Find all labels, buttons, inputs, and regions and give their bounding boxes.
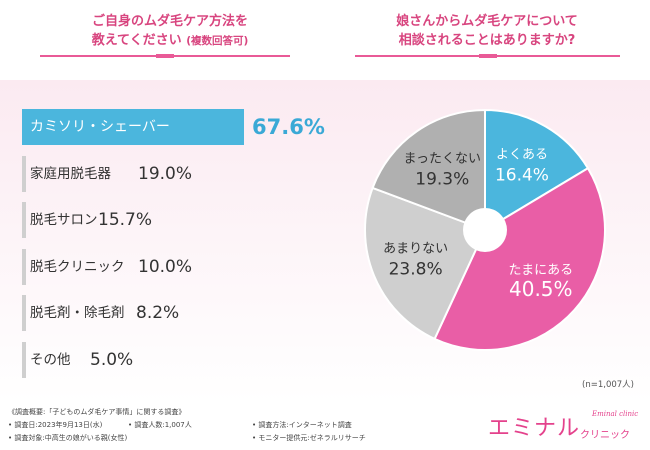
bar-category-label: 脱毛クリニック — [30, 258, 125, 275]
logo-sub-text: クリニック — [580, 430, 630, 441]
donut-slice — [433, 166, 606, 351]
left-heading-main: 教えてください — [91, 33, 182, 48]
donut-category-label: まったくない — [404, 151, 481, 166]
bar-category-label: その他 — [30, 351, 71, 368]
donut-value-label: 40.5% — [509, 277, 573, 301]
bar-row: 家庭用脱毛器 19.0% — [22, 155, 352, 192]
right-heading-line2: 相談されることはありますか? — [398, 33, 576, 48]
bar — [22, 248, 26, 285]
bar — [22, 295, 26, 331]
bar-category-label: 脱毛剤・除毛剤 — [30, 305, 125, 321]
donut-category-label: あまりない — [383, 241, 448, 256]
survey-provider: • モニター提供元:ゼネラルリサーチ — [252, 434, 366, 442]
bar-value-label: 15.7% — [98, 210, 153, 230]
left-heading-line2: 教えてください (複数回答可) — [20, 31, 320, 51]
donut-value-label: 16.4% — [495, 166, 549, 186]
bar-row: 脱毛剤・除毛剤 8.2% — [22, 295, 352, 331]
bar-row: カミソリ・シェーバー 67.6% — [22, 109, 352, 145]
bar-value-label: 5.0% — [90, 349, 134, 370]
donut-value-label: 19.3% — [415, 169, 469, 189]
right-heading-rule — [355, 55, 620, 57]
donut-value-label: 23.8% — [389, 259, 443, 279]
left-heading-line1: ご自身のムダ毛ケア方法を — [91, 14, 248, 29]
bar-row: 脱毛クリニック 10.0% — [22, 248, 352, 285]
bar — [22, 202, 26, 238]
left-heading-note: (複数回答可) — [186, 35, 249, 47]
right-question-heading: 娘さんからムダ毛ケアについて 相談されることはありますか? — [332, 12, 642, 50]
survey-method: • 調査方法:インターネット調査 — [252, 421, 352, 429]
donut-category-label: よくある — [496, 148, 548, 163]
bar — [22, 341, 26, 378]
logo-script-text: Eminal clinic — [592, 410, 639, 418]
left-heading-rule — [40, 55, 290, 57]
bar-category-label: 脱毛サロン — [30, 212, 98, 228]
survey-date: • 調査日:2023年9月13日(水) — [8, 421, 103, 429]
survey-count: • 調査人数:1,007人 — [128, 421, 192, 429]
donut-hole — [463, 208, 507, 252]
sample-size-note: (n=1,007人) — [582, 380, 634, 390]
bar — [22, 155, 26, 192]
bar-value-label: 67.6% — [252, 115, 325, 139]
bar — [22, 109, 244, 145]
bar-row: 脱毛サロン 15.7% — [22, 202, 352, 238]
bar-value-label: 8.2% — [136, 303, 180, 323]
donut-slice — [364, 186, 487, 341]
right-heading-line1: 娘さんからムダ毛ケアについて — [396, 14, 578, 29]
bar-row: その他 5.0% — [22, 341, 352, 378]
bar-category-label: 家庭用脱毛器 — [30, 165, 111, 182]
donut-slice — [371, 108, 486, 232]
clinic-logo: エミナル クリニック Eminal clinic — [488, 406, 648, 446]
left-question-heading: ご自身のムダ毛ケア方法を 教えてください (複数回答可) — [20, 12, 320, 51]
survey-title: 《調査概要:「子どものムダ毛ケア事情」に関する調査》 — [8, 408, 186, 416]
bar-value-label: 19.0% — [138, 163, 193, 184]
donut-slice — [484, 108, 590, 232]
logo-main-text: エミナル — [488, 416, 581, 441]
bar-value-label: 10.0% — [138, 256, 193, 277]
donut-category-label: たまにある — [508, 263, 573, 278]
bar-category-label: カミソリ・シェーバー — [30, 119, 170, 135]
survey-target: • 調査対象:中高生の娘がいる親(女性) — [8, 434, 128, 442]
